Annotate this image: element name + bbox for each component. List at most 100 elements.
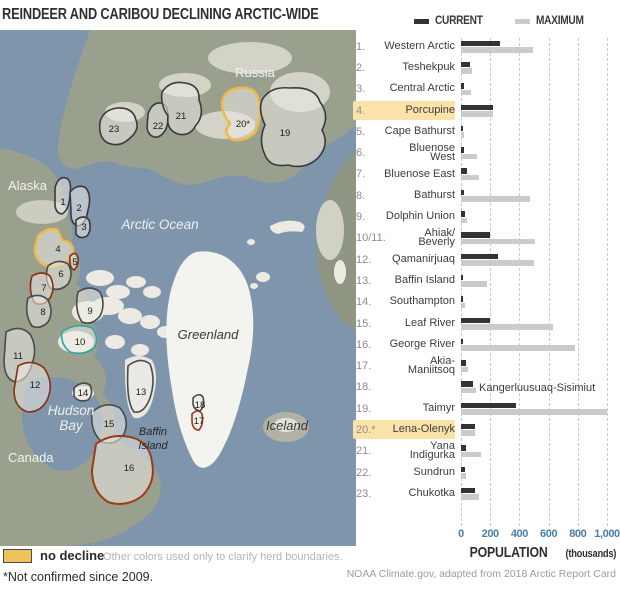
legend-item-maximum: MAXIMUM [515,15,590,27]
herd-row: 17. Akia-Maniitsoq [353,355,613,376]
legend-item-current: CURRENT [414,15,489,27]
herd-bars [461,296,466,309]
no-decline-legend: no decline [3,548,104,563]
herd-map-number: 13 [136,387,147,398]
herd-map-number: 18 [195,400,206,411]
current-bar [461,296,463,302]
no-decline-swatch-icon [3,548,32,563]
maximum-bar [461,494,480,500]
current-bar [461,168,468,174]
herd-row-head: 5. Cape Bathurst [353,122,455,141]
herd-number: 12. [356,253,372,266]
current-bar [461,253,498,260]
herd-row-head: 16. George River [353,335,455,354]
herd-map-number: 3 [81,222,86,233]
herd-ranges [3,81,327,505]
herd-bars [461,274,487,287]
maximum-bar [461,345,575,351]
label-russia: Russia [235,65,276,80]
herd-map-number: 19 [280,128,291,139]
herd-row-head: 20.* Lena-Olenyk [353,420,455,440]
herd-number: 9. [356,211,366,224]
current-bar [461,445,467,451]
maximum-bar [461,47,534,53]
herd-number: 1. [356,40,366,53]
arctic-map: Russia Alaska Canada Arctic Ocean Hudson… [0,30,356,546]
herd-row: 10/11. Ahiak/ Beverly [353,227,613,249]
label-alaska: Alaska [8,178,48,193]
maximum-bar [461,238,535,245]
herd-bars [461,423,476,436]
herd-number: 3. [356,83,366,96]
herd-number: 22. [356,466,372,479]
herd-map-number: 1 [60,197,65,208]
x-axis-title: POPULATION (thousands) [461,544,617,562]
herd-name: Baffin Island [394,274,455,287]
maximum-bar [461,174,479,181]
axis-tick-label: 1,000 [594,528,620,540]
herd-number: 2. [356,61,366,74]
herd-number: 7. [356,168,366,181]
herd-number: 21. [356,445,372,458]
other-colors-note: Other colors used only to clarify herd b… [103,551,343,563]
arctic-map-svg: Russia Alaska Canada Arctic Ocean Hudson… [0,30,356,546]
axis-tick-label: 800 [569,528,587,540]
no-decline-label: no decline [40,548,105,563]
current-bar [461,189,464,196]
current-bar [461,104,493,111]
herd-row: 6. Bluenose West [353,142,613,163]
herd-row: 19. Taimyr [353,398,613,419]
label-canada: Canada [8,450,54,465]
x-axis-title-unit: (thousands) [565,548,616,560]
herd-name: Sundrun [413,465,455,478]
herd-row: 18. Kangerluusuaq-Sisimiut [353,377,613,398]
herd-map-number: 5 [72,257,77,268]
maximum-bar [461,387,476,394]
label-iceland: Iceland [266,418,309,433]
greenland-landmass [166,251,254,468]
herd-row: 4. Porcupine [353,100,613,121]
axis-tick-label: 0 [458,528,464,540]
maximum-bar [461,451,481,458]
herd-bars [461,189,530,202]
label-arctic-ocean: Arctic Ocean [120,217,198,232]
current-bar [461,402,517,409]
herd-row: 23. Chukotka [353,483,613,504]
herd-row: 16. George River [353,334,613,355]
herd-number: 17. [356,360,372,373]
current-bar [461,360,467,366]
maximum-bar [461,281,487,287]
herd-map-number: 23 [109,124,120,135]
herd-row: 22. Sundrun [353,462,613,483]
herd-name: Akia-Maniitsoq [407,354,455,377]
herd-bars [461,402,607,415]
maximum-bar [461,366,468,373]
herd-name: Bluenose West [409,141,455,164]
herd-number: 16. [356,338,372,351]
herd-name: Western Arctic [384,39,455,52]
current-bar [461,211,466,217]
herd-number: 4. [356,104,366,117]
herd-number: 5. [356,125,366,138]
axis-tick-label: 200 [481,528,500,540]
herd-map-number: 6 [58,269,63,280]
herd-map-number: 14 [78,388,89,399]
population-chart: 1. Western Arctic 2. Teshekpuk 3. Central Arc… [353,36,620,581]
herd-row-head: 23. Chukotka [353,484,455,503]
current-bar [461,423,475,430]
maximum-bar [461,217,468,224]
herd-number: 8. [356,189,366,202]
herd-row-head: 17. Akia-Maniitsoq [353,354,455,377]
herd-name: Taimyr [422,401,455,414]
maximum-bar [461,111,494,117]
herd-bars [461,445,481,458]
current-swatch-icon [414,18,429,24]
herd-number: 6. [356,147,366,160]
current-bar [461,40,500,47]
herd-number: 14. [356,296,372,309]
label-bay: Bay [59,418,84,433]
herd-map-number: 8 [40,307,45,318]
herd-row-head: 12. Qamanirjuaq [353,250,455,269]
herd-row-head: 9. Dolphin Union [353,208,455,227]
